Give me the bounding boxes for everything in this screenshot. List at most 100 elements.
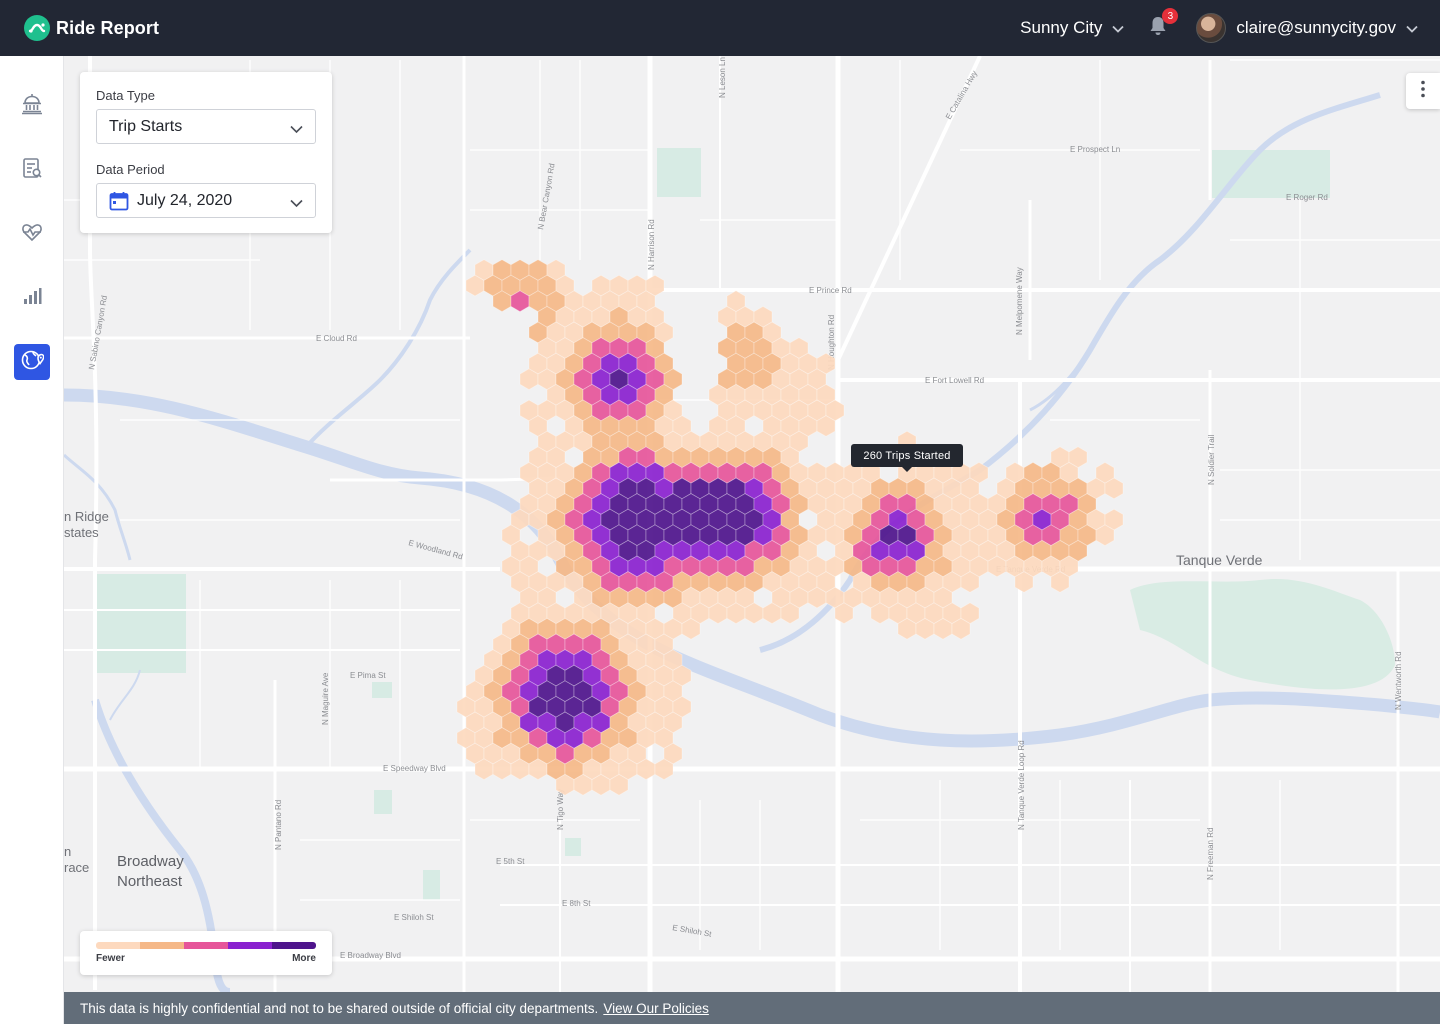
street-label: E 8th St <box>562 899 591 908</box>
app-logo[interactable]: Ride Report <box>24 15 159 41</box>
street-label: E Roger Rd <box>1286 193 1328 202</box>
street-label: N Leson Ln <box>718 57 727 98</box>
hex-cell[interactable] <box>816 415 836 437</box>
hex-cell[interactable] <box>960 571 980 593</box>
map-options-button[interactable] <box>1406 73 1440 109</box>
data-period-label: Data Period <box>96 162 165 177</box>
street-label: N Harrison Rd <box>647 219 656 270</box>
place-label: Broadway <box>117 853 184 870</box>
legend: Fewer More <box>80 931 332 975</box>
hex-cell[interactable] <box>834 602 854 625</box>
park-area <box>374 790 392 814</box>
street-label: N Pantano Rd <box>274 800 283 850</box>
park-area <box>657 148 701 197</box>
notification-count-badge: 3 <box>1162 8 1179 24</box>
place-label: states <box>64 525 99 540</box>
hex-cell[interactable] <box>609 773 629 796</box>
park-area <box>565 838 581 856</box>
hex-cell[interactable] <box>681 617 701 640</box>
place-label: Tanque Verde <box>1176 552 1263 568</box>
street-label: N Houghton Rd <box>827 315 836 370</box>
legend-swatch <box>272 942 316 949</box>
park-area <box>1130 579 1395 690</box>
street-label: N Wentworth Rd <box>1394 651 1403 710</box>
city-hall-icon <box>21 93 43 120</box>
legend-swatch <box>228 942 272 949</box>
street-label: N Melpomene Way <box>1015 267 1024 335</box>
street-label: E Shiloh St <box>394 913 434 922</box>
street-label: N Tanque Verde Loop Rd <box>1017 740 1026 830</box>
city-selector[interactable]: Sunny City <box>1020 18 1125 38</box>
street-label: E Shiloh St <box>672 923 713 939</box>
map-base: Tanque Verde Broadway Northeast n Ridgestat… <box>64 56 1440 992</box>
footer-notice: This data is highly confidential and not… <box>80 1000 599 1016</box>
sidebar-item-city-hall[interactable] <box>14 88 50 124</box>
street-label: E Cloud Rd <box>316 334 357 343</box>
legend-swatch <box>184 942 228 949</box>
place-label: Northeast <box>117 873 183 890</box>
chevron-down-icon <box>290 121 303 139</box>
bar-chart-icon <box>21 285 43 312</box>
hexbin-layer <box>456 259 1124 796</box>
street-label: E Broadway Blvd <box>340 951 401 960</box>
filter-panel: Data Type Trip Starts Data Period July 2… <box>80 72 332 233</box>
chevron-down-icon <box>1112 18 1125 38</box>
legend-swatch <box>96 942 140 949</box>
hex-cell[interactable] <box>1050 571 1070 593</box>
data-period-select[interactable]: July 24, 2020 <box>96 183 316 218</box>
city-name: Sunny City <box>1020 18 1103 37</box>
chevron-down-icon <box>1406 18 1418 38</box>
street-label: E Catalina Hwy <box>944 69 979 121</box>
sidebar-item-health[interactable] <box>14 216 50 252</box>
hex-tooltip: 260 Trips Started <box>851 444 963 472</box>
street-label: E Pima St <box>350 671 386 680</box>
legend-color-scale <box>96 942 316 949</box>
legend-low-label: Fewer <box>96 953 125 964</box>
street-label: N Bear Canyon Rd <box>536 163 557 231</box>
park-area <box>96 574 186 673</box>
user-menu[interactable]: claire@sunnycity.gov <box>1196 13 1418 43</box>
street-label: N Soldier Trail <box>1207 435 1216 485</box>
hex-cell[interactable] <box>654 758 674 781</box>
street-label: N Freeman Rd <box>1206 828 1215 880</box>
data-type-label: Data Type <box>96 88 156 103</box>
hex-cell[interactable] <box>780 602 800 625</box>
map-pin-icon <box>20 348 45 377</box>
report-icon <box>21 157 43 184</box>
sidebar-item-map[interactable] <box>14 344 50 380</box>
street-label: E Fort Lowell Rd <box>925 376 984 385</box>
bell-icon <box>1149 16 1167 41</box>
avatar <box>1196 13 1227 43</box>
hex-cell[interactable] <box>1104 477 1124 500</box>
policies-link[interactable]: View Our Policies <box>603 1000 709 1016</box>
street-label: E Prince Rd <box>809 286 852 295</box>
data-type-value: Trip Starts <box>109 117 183 135</box>
data-period-value: July 24, 2020 <box>137 191 233 209</box>
chevron-down-icon <box>290 195 303 213</box>
street-label: E 5th St <box>496 857 525 866</box>
kebab-menu-icon <box>1421 80 1425 103</box>
place-label: n <box>64 844 71 859</box>
data-type-select[interactable]: Trip Starts <box>96 109 316 144</box>
street-label: N Tigo Way <box>556 789 565 830</box>
place-label: race <box>64 860 89 875</box>
hex-cell[interactable] <box>1095 524 1115 547</box>
map-canvas[interactable]: Tanque Verde Broadway Northeast n Ridge stat… <box>64 56 1440 992</box>
legend-swatch <box>140 942 184 949</box>
hex-cell[interactable] <box>951 617 971 640</box>
calendar-icon <box>109 191 129 211</box>
hex-cell[interactable] <box>1014 571 1034 593</box>
confidentiality-footer: This data is highly confidential and not… <box>64 992 1440 1024</box>
sidebar <box>0 56 64 1024</box>
street-label: E Speedway Blvd <box>383 764 446 773</box>
sidebar-item-reports[interactable] <box>14 152 50 188</box>
street-label: E Prospect Ln <box>1070 145 1120 154</box>
park-area <box>1212 150 1330 198</box>
street-label: N Maguire Ave <box>321 672 330 725</box>
legend-high-label: More <box>292 953 316 964</box>
notifications-button[interactable]: 3 <box>1146 8 1179 41</box>
app-name: Ride Report <box>56 17 160 38</box>
top-bar: Ride Report Sunny City 3 claire@sunnycit… <box>0 0 1440 56</box>
park-area <box>372 682 392 698</box>
sidebar-item-analytics[interactable] <box>14 280 50 316</box>
